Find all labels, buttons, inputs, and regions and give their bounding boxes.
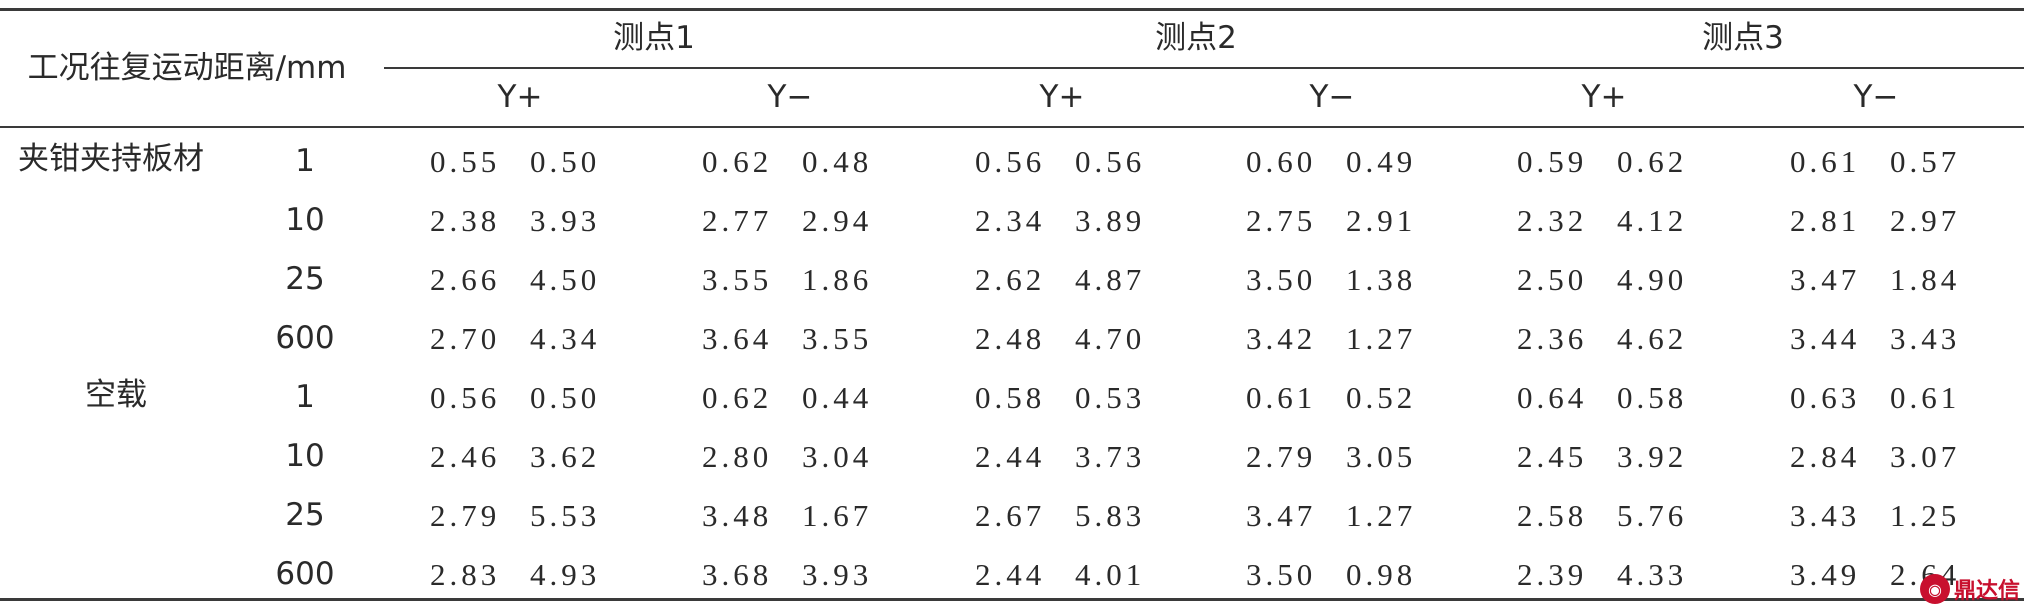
direction-header-3: Y+ (1039, 79, 1085, 115)
value-pair-cell: 2.79 3.05 (1246, 439, 1417, 474)
value-pair-cell: 3.50 1.38 (1246, 262, 1417, 297)
value-pair-cell: 2.44 3.73 (975, 439, 1146, 474)
watermark-text: 鼎达信 (1954, 579, 2021, 604)
value-pair-cell: 2.46 3.62 (430, 439, 601, 474)
value-pair-cell: 2.79 5.53 (430, 498, 601, 533)
value-pair-cell: 2.39 4.33 (1517, 557, 1688, 592)
direction-header-2: Y− (767, 79, 813, 115)
value-pair-cell: 2.36 4.62 (1517, 321, 1688, 356)
distance-cell: 1 (295, 143, 315, 179)
direction-header-4: Y− (1309, 79, 1355, 115)
value-pair-cell: 2.48 4.70 (975, 321, 1146, 356)
value-pair-cell: 3.47 1.84 (1790, 262, 1961, 297)
corner-header: 工况往复运动距离/mm (27, 50, 347, 86)
group-header-3: 测点3 (1702, 20, 1784, 56)
value-pair-cell: 2.84 3.07 (1790, 439, 1961, 474)
value-pair-cell: 3.50 0.98 (1246, 557, 1417, 592)
value-pair-cell: 3.47 1.27 (1246, 498, 1417, 533)
value-pair-cell: 2.62 4.87 (975, 262, 1146, 297)
condition-label-clamped: 夹钳夹持板材 (18, 141, 204, 177)
value-pair-cell: 2.58 5.76 (1517, 498, 1688, 533)
value-pair-cell: 0.63 0.61 (1790, 380, 1961, 415)
watermark: ◉ 鼎达信 (1920, 571, 2020, 607)
value-pair-cell: 0.58 0.53 (975, 380, 1146, 415)
value-pair-cell: 2.80 3.04 (702, 439, 873, 474)
logo-icon: ◉ (1920, 574, 1950, 604)
value-pair-cell: 0.64 0.58 (1517, 380, 1688, 415)
direction-header-1: Y+ (497, 79, 543, 115)
condition-label-no-load: 空载 (85, 377, 147, 413)
table-top-rule (0, 8, 2024, 11)
value-pair-cell: 2.34 3.89 (975, 203, 1146, 238)
value-pair-cell: 0.62 0.44 (702, 380, 873, 415)
value-pair-cell: 2.38 3.93 (430, 203, 601, 238)
distance-cell: 600 (275, 556, 335, 592)
value-pair-cell: 0.56 0.56 (975, 144, 1146, 179)
value-pair-cell: 0.59 0.62 (1517, 144, 1688, 179)
header-bottom-rule (0, 126, 2024, 128)
value-pair-cell: 0.62 0.48 (702, 144, 873, 179)
value-pair-cell: 0.55 0.50 (430, 144, 601, 179)
value-pair-cell: 3.42 1.27 (1246, 321, 1417, 356)
value-pair-cell: 2.50 4.90 (1517, 262, 1688, 297)
value-pair-cell: 2.75 2.91 (1246, 203, 1417, 238)
distance-cell: 1 (295, 379, 315, 415)
value-pair-cell: 3.64 3.55 (702, 321, 873, 356)
group-header-1: 测点1 (613, 20, 695, 56)
value-pair-cell: 0.60 0.49 (1246, 144, 1417, 179)
group-header-rule (384, 67, 2024, 69)
value-pair-cell: 0.61 0.52 (1246, 380, 1417, 415)
value-pair-cell: 3.68 3.93 (702, 557, 873, 592)
value-pair-cell: 3.55 1.86 (702, 262, 873, 297)
direction-header-5: Y+ (1581, 79, 1627, 115)
table-bottom-rule (0, 598, 2024, 601)
value-pair-cell: 2.67 5.83 (975, 498, 1146, 533)
value-pair-cell: 3.44 3.43 (1790, 321, 1961, 356)
distance-cell: 10 (285, 202, 325, 238)
value-pair-cell: 2.77 2.94 (702, 203, 873, 238)
value-pair-cell: 2.44 4.01 (975, 557, 1146, 592)
distance-cell: 25 (285, 261, 325, 297)
value-pair-cell: 2.45 3.92 (1517, 439, 1688, 474)
value-pair-cell: 2.66 4.50 (430, 262, 601, 297)
value-pair-cell: 2.83 4.93 (430, 557, 601, 592)
value-pair-cell: 2.70 4.34 (430, 321, 601, 356)
distance-cell: 600 (275, 320, 335, 356)
distance-cell: 10 (285, 438, 325, 474)
value-pair-cell: 2.81 2.97 (1790, 203, 1961, 238)
group-header-2: 测点2 (1155, 20, 1237, 56)
value-pair-cell: 0.61 0.57 (1790, 144, 1961, 179)
value-pair-cell: 2.32 4.12 (1517, 203, 1688, 238)
value-pair-cell: 0.56 0.50 (430, 380, 601, 415)
value-pair-cell: 3.48 1.67 (702, 498, 873, 533)
direction-header-6: Y− (1853, 79, 1899, 115)
distance-cell: 25 (285, 497, 325, 533)
value-pair-cell: 3.43 1.25 (1790, 498, 1961, 533)
